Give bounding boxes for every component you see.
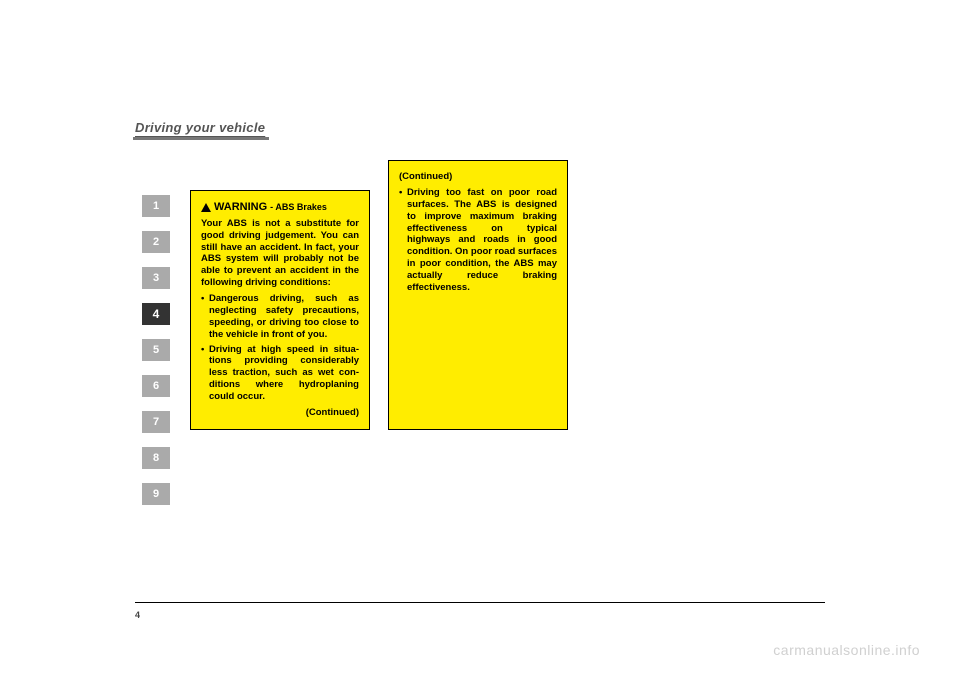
warning-box-2: (Continued) Driving too fast on poor roa… — [388, 160, 568, 430]
page-number: 4 — [135, 610, 140, 620]
tab-9[interactable]: 9 — [142, 483, 170, 505]
manual-page: Driving your vehicle 1 2 3 4 5 6 7 8 9 W… — [0, 0, 960, 678]
warning-sublabel: - ABS Brakes — [270, 202, 327, 213]
tab-3[interactable]: 3 — [142, 267, 170, 289]
tab-7[interactable]: 7 — [142, 411, 170, 433]
tab-6[interactable]: 6 — [142, 375, 170, 397]
section-tabs: 1 2 3 4 5 6 7 8 9 — [142, 195, 170, 519]
tab-1[interactable]: 1 — [142, 195, 170, 217]
warning-bullets-1: Dangerous driving, such as neglecting sa… — [201, 293, 359, 403]
warning-bullet: Driving at high speed in situa­tions pro… — [201, 344, 359, 403]
watermark: carmanualsonline.info — [773, 642, 920, 658]
warning-body-2: Driving too fast on poor road surfaces. … — [399, 187, 557, 294]
warning-title: WARNING - ABS Brakes — [201, 201, 359, 215]
tab-2[interactable]: 2 — [142, 231, 170, 253]
warning-triangle-icon — [201, 203, 211, 212]
warning-box-1: WARNING - ABS Brakes Your ABS is not a s… — [190, 190, 370, 430]
footer-rule — [135, 602, 825, 603]
warning-bullet: Dangerous driving, such as neglecting sa… — [201, 293, 359, 341]
content-columns: WARNING - ABS Brakes Your ABS is not a s… — [190, 160, 568, 430]
tab-8[interactable]: 8 — [142, 447, 170, 469]
continued-top-label: (Continued) — [399, 171, 557, 183]
section-title: Driving your vehicle — [135, 120, 265, 135]
warning-bullets-2: Driving too fast on poor road surfaces. … — [399, 187, 557, 294]
tab-4[interactable]: 4 — [142, 303, 170, 325]
tab-5[interactable]: 5 — [142, 339, 170, 361]
warning-label: WARNING — [214, 201, 267, 215]
continued-label: (Continued) — [201, 407, 359, 419]
warning-body-1: Your ABS is not a substitute for good dr… — [201, 218, 359, 419]
warning-bullet: Driving too fast on poor road surfaces. … — [399, 187, 557, 294]
warning-intro: Your ABS is not a substitute for good dr… — [201, 218, 359, 289]
